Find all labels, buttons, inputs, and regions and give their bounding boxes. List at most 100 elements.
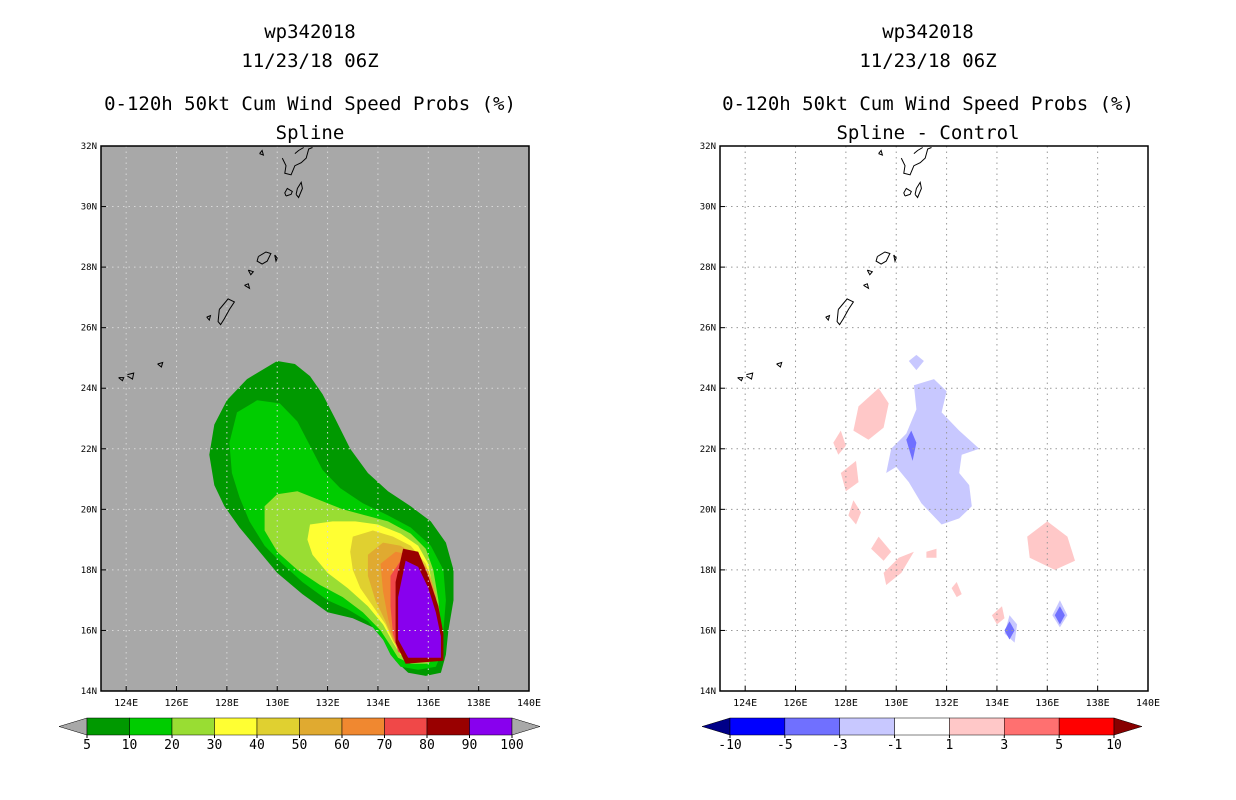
y-tick-label: 18N (700, 566, 716, 576)
coastline-segment (914, 180, 922, 199)
coastline-segment (281, 147, 313, 176)
y-tick-label: 30N (81, 203, 97, 213)
axes: 124E 126E 128E 130E 132E 134E 136E 138E 140E 14N 1… (700, 142, 1160, 709)
colorbar-under-arrow (701, 717, 731, 736)
colorbar-swatch (469, 717, 513, 736)
colorbar-under-arrow (58, 717, 88, 736)
prob-contour-90 (398, 560, 441, 658)
coastline-segment (893, 254, 897, 263)
y-tick-label: 32N (700, 142, 716, 152)
coastline (737, 147, 932, 382)
colorbar-swatch (171, 717, 215, 736)
x-tick-label: 136E (416, 698, 440, 709)
x-tick-label: 126E (783, 698, 807, 709)
colorbar-swatch (894, 717, 950, 736)
colorbar-swatch (86, 717, 130, 736)
x-tick-label: 132E (935, 698, 959, 709)
diff-contour-positive-10 (848, 500, 861, 525)
x-tick-label: 130E (265, 698, 289, 709)
diff-contour-positive-9 (840, 460, 859, 492)
colorbar-label: -5 (777, 738, 793, 753)
colorbar-label: 50 (292, 738, 308, 753)
coastline-segment (259, 149, 265, 156)
coastline-segment (746, 372, 754, 380)
coastline-segment (247, 269, 255, 276)
colorbar-swatch (784, 717, 840, 736)
diff-contour-negative-4 (906, 430, 917, 461)
coastline-segment (863, 283, 870, 290)
colorbar: -10 -5 -3 -1 1 3 5 10 (701, 717, 1143, 753)
colorbar-label: -10 (718, 738, 741, 753)
colorbar: 5 10 20 30 40 50 60 70 80 90 100 (58, 717, 541, 753)
y-tick-label: 26N (700, 324, 716, 334)
y-tick-label: 20N (81, 505, 97, 515)
x-tick-label: 140E (517, 698, 541, 709)
coastline-segment (866, 269, 874, 276)
x-tick-label: 124E (733, 698, 757, 709)
coastline-segment (244, 283, 251, 290)
colorbar-label: 70 (377, 738, 393, 753)
y-tick-label: 14N (700, 687, 716, 697)
diff-contour-positive-14 (951, 582, 962, 598)
plot-frame (100, 145, 530, 692)
diff-contour-negative-6 (1054, 606, 1065, 625)
coastline-segment (836, 298, 855, 326)
plot-frame (719, 145, 1149, 692)
coastline-segment (274, 254, 278, 263)
y-tick-label: 28N (81, 263, 97, 273)
coastline-segment (913, 147, 923, 154)
colorbar-label: -1 (887, 738, 903, 753)
colorbar-label: 100 (500, 738, 523, 753)
y-tick-label: 16N (700, 626, 716, 636)
colorbar-swatch (129, 717, 173, 736)
coastline-segment (737, 377, 744, 382)
coastline-segment (295, 180, 303, 199)
colorbar-label: 1 (946, 738, 954, 753)
y-tick-label: 24N (81, 384, 97, 394)
colorbar-label: 5 (83, 738, 91, 753)
coastline-segment (217, 298, 236, 326)
colorbar-swatch (426, 717, 470, 736)
y-tick-label: 22N (81, 445, 97, 455)
colorbar-swatch (299, 717, 343, 736)
x-tick-label: 124E (114, 698, 138, 709)
colorbar-label: 10 (122, 738, 138, 753)
diff-contour-negative-5 (1004, 621, 1015, 640)
y-tick-label: 16N (81, 626, 97, 636)
coastline-segment (825, 314, 831, 322)
coastline-segment (206, 314, 212, 322)
coastline-segment (256, 251, 272, 265)
y-tick-label: 22N (700, 445, 716, 455)
x-tick-label: 138E (467, 698, 491, 709)
colorbar-label: 10 (1106, 738, 1122, 753)
colorbar-label: 40 (249, 738, 265, 753)
coastline-segment (903, 187, 912, 197)
y-tick-label: 26N (81, 324, 97, 334)
chart-title: 0-120h 50kt Cum Wind Speed Probs (%) (722, 93, 1134, 115)
x-tick-label: 140E (1136, 698, 1160, 709)
diff-contour-positive-7 (853, 388, 889, 440)
colorbar-over-arrow (511, 717, 541, 736)
y-tick-label: 20N (700, 505, 716, 515)
colorbar-over-arrow (1113, 717, 1143, 736)
storm-id-label: wp342018 (882, 21, 974, 43)
colorbar-swatch (214, 717, 258, 736)
colorbar-swatch (1058, 717, 1115, 736)
colorbar-swatch (1004, 717, 1060, 736)
axes: 124E 126E 128E 130E 132E 134E 136E 138E 140E 14N 1… (81, 142, 541, 709)
y-tick-label: 14N (81, 687, 97, 697)
diff-contour-positive-15 (991, 606, 1005, 625)
diff-contour-positive-12 (883, 551, 914, 585)
chart-subtitle: Spline (276, 122, 345, 144)
diff-contour-positive-11 (871, 536, 892, 561)
colorbar-swatch (341, 717, 385, 736)
colorbar-swatch (256, 717, 300, 736)
x-tick-label: 138E (1086, 698, 1110, 709)
colorbar-label: 5 (1055, 738, 1063, 753)
colorbar-label: 60 (334, 738, 350, 753)
y-tick-label: 24N (700, 384, 716, 394)
coastline-segment (294, 147, 304, 154)
x-tick-label: 134E (366, 698, 390, 709)
panel-right: wp342018 11/23/18 06Z 0-120h 50kt Cum Wi… (700, 21, 1160, 753)
